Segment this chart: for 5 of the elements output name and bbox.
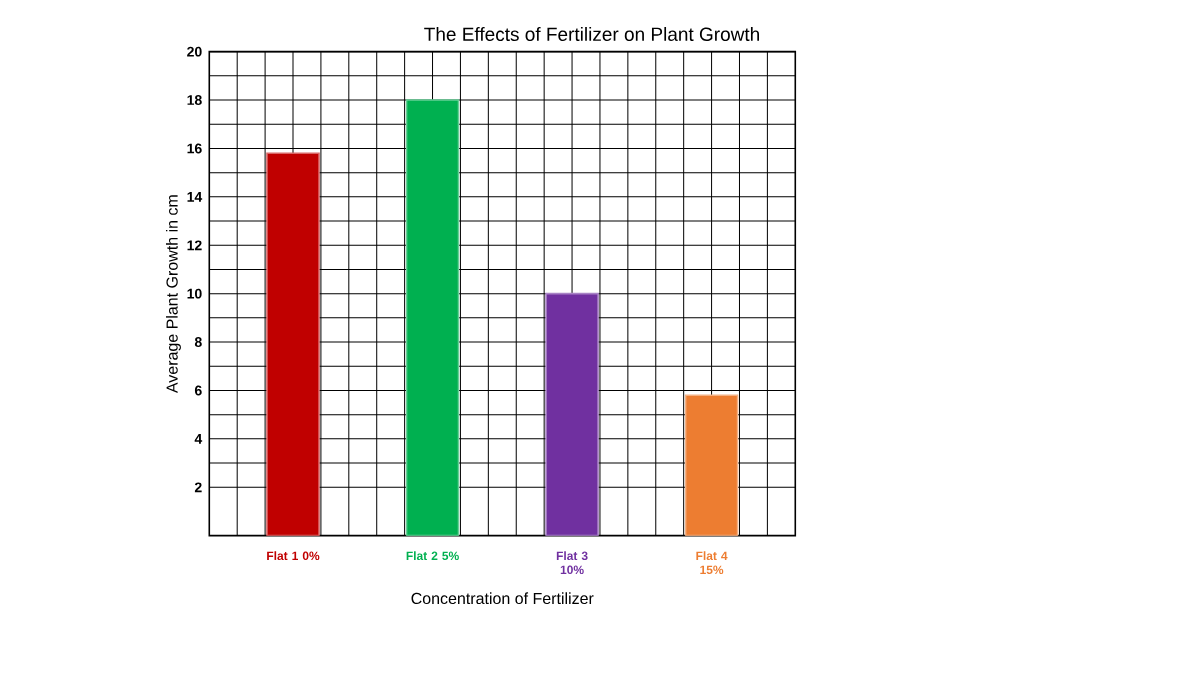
chart-title: The Effects of Fertilizer on Plant Growth (424, 27, 759, 41)
x-axis-title: Concentration of Fertilizer (411, 592, 594, 605)
bar (405, 99, 460, 536)
bar (684, 394, 739, 536)
y-axis-title: Average Plant Growth in cm (165, 195, 181, 394)
